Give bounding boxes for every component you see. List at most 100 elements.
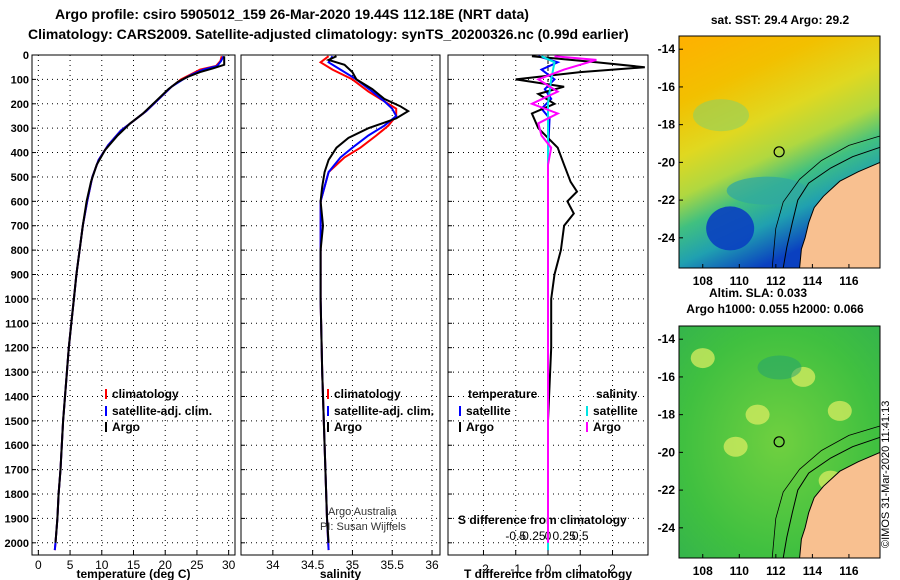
lat-tick-label: -18 — [658, 408, 676, 422]
sla-anomaly-blob — [723, 436, 748, 457]
lat-tick-label: -24 — [658, 521, 676, 535]
lat-tick-label: -14 — [658, 332, 676, 346]
land-mass — [799, 161, 881, 269]
bathymetry-contour — [782, 436, 881, 559]
title-line-2: Climatology: CARS2009. Satellite-adjuste… — [28, 26, 629, 42]
lat-tick-label: -20 — [658, 155, 676, 169]
sla-anomaly-blob — [827, 400, 852, 421]
lon-tick-label: 110 — [730, 564, 750, 578]
y-tick-label: 1700 — [5, 465, 29, 477]
x-tick-label: 1 — [577, 562, 584, 576]
y-tick-label: 0 — [23, 50, 29, 62]
y-tick-label: 300 — [11, 123, 29, 135]
x-tick-label: 36 — [425, 558, 439, 572]
y-tick-label: 900 — [11, 270, 29, 282]
sst-map-title: sat. SST: 29.4 Argo: 29.2 — [711, 13, 850, 27]
y-tick-label: 1800 — [5, 489, 29, 501]
x2-tick-label: 0.25 — [552, 529, 576, 543]
sst-cold-patch — [706, 206, 755, 251]
sla-anomaly-blob — [745, 404, 770, 425]
legend-climatology: climatology — [112, 387, 179, 401]
x-tick-label: -2 — [478, 562, 489, 576]
y-tick-label: 1200 — [5, 343, 29, 355]
y-tick-label: 600 — [11, 196, 29, 208]
sla-map-title-2: Argo h1000: 0.055 h2000: 0.066 — [686, 302, 864, 316]
float-position-marker — [773, 146, 785, 158]
lat-tick-label: -24 — [658, 231, 676, 245]
legend-argo: Argo — [112, 420, 140, 434]
bathymetry-contour — [782, 146, 881, 269]
y-tick-label: 1300 — [5, 367, 29, 379]
sla-map-title-1: Altim. SLA: 0.033 — [709, 286, 807, 300]
y-tick-label: 1500 — [5, 416, 29, 428]
sla-low-patch — [757, 355, 802, 380]
x2-axis-label: S difference from climatology — [458, 513, 627, 527]
legend-salinity-header: salinity — [596, 387, 638, 401]
series-t-argo — [515, 55, 645, 543]
y-tick-label: 1100 — [5, 318, 29, 330]
lat-tick-label: -20 — [658, 445, 676, 459]
sla-anomaly-blob — [690, 348, 715, 369]
x-axis-label: T difference from climatology — [464, 567, 632, 580]
lon-tick-label: 112 — [766, 274, 786, 288]
lon-tick-label: 114 — [803, 274, 823, 288]
land-mass — [799, 451, 881, 559]
series-argo — [319, 55, 411, 543]
x-tick-label: 34.5 — [301, 558, 325, 572]
y-tick-label: 400 — [11, 148, 29, 160]
x-tick-label: 5 — [67, 558, 74, 572]
x-tick-label: -1 — [510, 562, 521, 576]
y-tick-label: 500 — [11, 172, 29, 184]
annotation-pi: PI: Susan Wijffels — [320, 521, 406, 533]
y-tick-label: 700 — [11, 221, 29, 233]
lon-tick-label: 116 — [839, 274, 859, 288]
legend-s-satellite: satellite — [593, 404, 638, 418]
lon-tick-label: 112 — [766, 564, 786, 578]
x-tick-label: 0 — [545, 562, 552, 576]
legend-argo-2: Argo — [334, 420, 362, 434]
x-tick-label: 35 — [346, 558, 360, 572]
y-tick-label: 1600 — [5, 440, 29, 452]
y-tick-label: 1000 — [5, 294, 29, 306]
y-tick-label: 100 — [11, 74, 29, 86]
x-tick-label: 10 — [95, 558, 109, 572]
x-tick-label: 20 — [159, 558, 173, 572]
legend-t-argo: Argo — [466, 420, 494, 434]
y-tick-label: 2000 — [5, 538, 29, 550]
lon-tick-label: 108 — [693, 564, 713, 578]
lon-tick-label: 108 — [693, 274, 713, 288]
legend-satellite: satellite-adj. clim. — [112, 404, 212, 418]
annotation-argo-australia: Argo Australia — [328, 506, 397, 518]
x2-tick-label: -0.5 — [505, 529, 526, 543]
x-tick-label: 0 — [35, 558, 42, 572]
lat-tick-label: -18 — [658, 118, 676, 132]
panel-frame-2 — [240, 54, 441, 556]
imos-credit: ©IMOS 31-Mar-2020 11:41:13 — [880, 400, 892, 548]
lat-tick-label: -16 — [658, 370, 676, 384]
x-tick-label: 34 — [266, 558, 280, 572]
y-tick-label: 800 — [11, 245, 29, 257]
sst-green-patch — [693, 99, 750, 132]
lon-tick-label: 114 — [803, 564, 823, 578]
x-axis-label: salinity — [320, 567, 362, 580]
series-argo — [54, 56, 226, 543]
legend-s-argo: Argo — [593, 420, 621, 434]
lat-tick-label: -22 — [658, 193, 676, 207]
lon-tick-label: 116 — [839, 564, 859, 578]
lon-tick-label: 110 — [730, 274, 750, 288]
lat-tick-label: -22 — [658, 483, 676, 497]
legend-climatology-2: climatology — [334, 387, 401, 401]
sst-mid-patch — [726, 176, 807, 205]
y-tick-label: 1900 — [5, 513, 29, 525]
x-tick-label: 30 — [222, 558, 236, 572]
y-tick-label: 200 — [11, 99, 29, 111]
y-tick-label: 1400 — [5, 391, 29, 403]
series-s-argo — [529, 55, 597, 543]
bathymetry-contour — [771, 425, 881, 559]
float-position-marker — [773, 436, 785, 448]
legend-t-satellite: satellite — [466, 404, 511, 418]
x-tick-label: 2 — [609, 562, 616, 576]
title-line-1: Argo profile: csiro 5905012_159 26-Mar-2… — [55, 6, 529, 22]
lat-tick-label: -14 — [658, 42, 676, 56]
